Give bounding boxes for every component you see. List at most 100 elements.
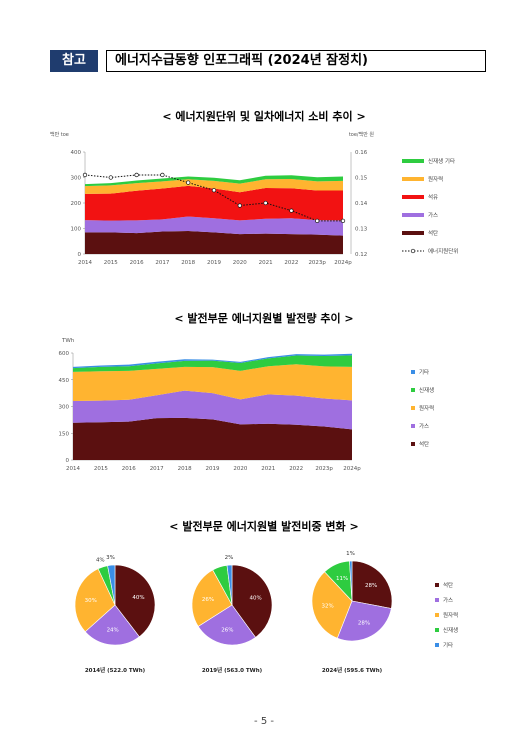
area-series bbox=[85, 175, 343, 187]
pie-data-label: 6% bbox=[213, 557, 222, 563]
legend-swatch bbox=[435, 583, 439, 587]
x-tick-label: 2018 bbox=[178, 466, 192, 472]
generation-share-pies: 40% 24% 30% 4% 3% 2014년 (522.0 TWh) 40% 26% 26% 6… bbox=[74, 551, 458, 674]
intensity-point bbox=[340, 218, 346, 223]
legend-swatch bbox=[435, 598, 439, 602]
legend-swatch bbox=[435, 643, 439, 647]
x-tick-label: 2017 bbox=[150, 466, 164, 472]
y-tick-label: 0 bbox=[78, 252, 82, 258]
legend-swatch bbox=[435, 613, 439, 617]
primary-energy-chart: 백만 toe toe/백만 원 0 100 200 300 400 2014 2015 2016 2… bbox=[50, 131, 458, 266]
area-series bbox=[73, 390, 352, 430]
pie-slice bbox=[191, 569, 233, 627]
intensity-point bbox=[263, 200, 268, 206]
x-tick-label: 2022 bbox=[284, 260, 298, 266]
generation-chart: TWh 0 150 300 450 600 2014 2015 2016 2017 2018 2019… bbox=[59, 338, 435, 472]
x-tick-label: 2018 bbox=[181, 260, 195, 266]
pie-data-label: 28% bbox=[358, 621, 370, 627]
x-tick-label: 2020 bbox=[233, 260, 247, 266]
pie-slice bbox=[349, 560, 353, 602]
y-tick-label: 300 bbox=[59, 405, 70, 411]
area-series bbox=[73, 417, 352, 460]
legend-label: 신재생 기타 bbox=[428, 157, 455, 165]
legend-swatch bbox=[411, 442, 415, 446]
x-tick-label: 2019 bbox=[206, 466, 220, 472]
y-tick-label: 600 bbox=[59, 351, 70, 357]
pie-data-label: 32% bbox=[322, 604, 334, 610]
y-right-tick-label: 0.13 bbox=[355, 227, 368, 233]
y-right-tick-label: 0.14 bbox=[355, 201, 368, 207]
y-axis-right-label: toe/백만 원 bbox=[349, 131, 375, 138]
legend-label: 에너지원단위 bbox=[428, 247, 458, 255]
legend-swatch bbox=[402, 159, 424, 163]
area-series bbox=[73, 364, 352, 401]
pie-data-label: 26% bbox=[202, 597, 214, 603]
pie-caption: 2019년 (563.0 TWh) bbox=[202, 666, 263, 674]
legend-swatch bbox=[411, 424, 415, 428]
intensity-point bbox=[237, 203, 242, 208]
x-tick-label: 2015 bbox=[104, 260, 118, 266]
y-tick-label: 100 bbox=[71, 227, 82, 233]
intensity-point bbox=[289, 208, 294, 213]
legend-label: 석탄 bbox=[443, 581, 453, 589]
page-header: 참고 에너지수급동향 인포그래픽 (2024년 잠정치) bbox=[50, 50, 486, 72]
pie-caption: 2024년 (595.6 TWh) bbox=[322, 666, 383, 674]
legend-swatch bbox=[435, 628, 439, 632]
x-tick-label: 2014 bbox=[78, 260, 92, 266]
x-tick-label: 2016 bbox=[130, 260, 144, 266]
area-series bbox=[85, 231, 343, 254]
legend-swatch bbox=[402, 177, 424, 181]
x-tick-label: 2024p bbox=[334, 260, 352, 266]
y-tick-label: 200 bbox=[71, 201, 82, 207]
intensity-point bbox=[186, 180, 191, 185]
pie-data-label: 26% bbox=[221, 627, 233, 633]
x-tick-label: 2023p bbox=[315, 466, 333, 472]
intensity-point bbox=[108, 175, 113, 180]
y-tick-label: 150 bbox=[59, 431, 70, 437]
intensity-point bbox=[160, 172, 165, 178]
legend-swatch bbox=[411, 388, 415, 392]
y-axis-label: 백만 toe bbox=[50, 131, 69, 138]
x-tick-label: 2024p bbox=[343, 466, 361, 472]
legend-swatch bbox=[402, 213, 424, 217]
legend-label: 가스 bbox=[428, 211, 438, 219]
x-tick-label: 2023p bbox=[308, 260, 326, 266]
y-tick-label: 0 bbox=[66, 458, 70, 464]
legend-label: 석탄 bbox=[419, 440, 429, 448]
pie-data-label: 40% bbox=[132, 595, 144, 601]
pie-data-label: 24% bbox=[107, 628, 119, 634]
legend-swatch bbox=[402, 195, 424, 199]
area-series bbox=[73, 355, 352, 372]
pie-data-label: 28% bbox=[365, 583, 377, 589]
pie-slice bbox=[107, 564, 116, 606]
legend-label: 가스 bbox=[419, 422, 429, 430]
area-series bbox=[85, 216, 343, 236]
area-series bbox=[85, 185, 343, 221]
legend-label: 석탄 bbox=[428, 229, 438, 237]
y-right-tick-label: 0.12 bbox=[355, 252, 367, 258]
intensity-point bbox=[134, 172, 139, 178]
x-tick-label: 2015 bbox=[94, 466, 108, 472]
area-series bbox=[73, 353, 352, 369]
pie-data-label: 3% bbox=[106, 555, 115, 561]
x-tick-label: 2021 bbox=[259, 260, 273, 266]
x-tick-label: 2017 bbox=[155, 260, 169, 266]
y-tick-label: 450 bbox=[59, 378, 70, 384]
y-right-tick-label: 0.16 bbox=[355, 150, 368, 156]
pie-slice bbox=[311, 571, 353, 639]
intensity-point bbox=[315, 218, 320, 223]
legend-label: 가스 bbox=[443, 596, 453, 604]
legend-label: 원자력 bbox=[428, 175, 443, 183]
page-number: - 5 - bbox=[254, 716, 274, 727]
area-series bbox=[85, 179, 343, 194]
pie-data-label: 1% bbox=[346, 551, 355, 557]
legend-label: 신재생 bbox=[419, 386, 434, 394]
pie-slice bbox=[226, 564, 233, 606]
legend-label: 기타 bbox=[419, 368, 429, 376]
chart3-title: < 발전부문 에너지원별 발전비중 변화 > bbox=[169, 520, 359, 533]
pie-data-label: 11% bbox=[336, 576, 348, 582]
pie-slice bbox=[231, 564, 273, 638]
x-tick-label: 2022 bbox=[289, 466, 303, 472]
pie-data-label: 30% bbox=[85, 598, 97, 604]
page-title: 에너지수급동향 인포그래픽 (2024년 잠정치) bbox=[106, 50, 486, 72]
